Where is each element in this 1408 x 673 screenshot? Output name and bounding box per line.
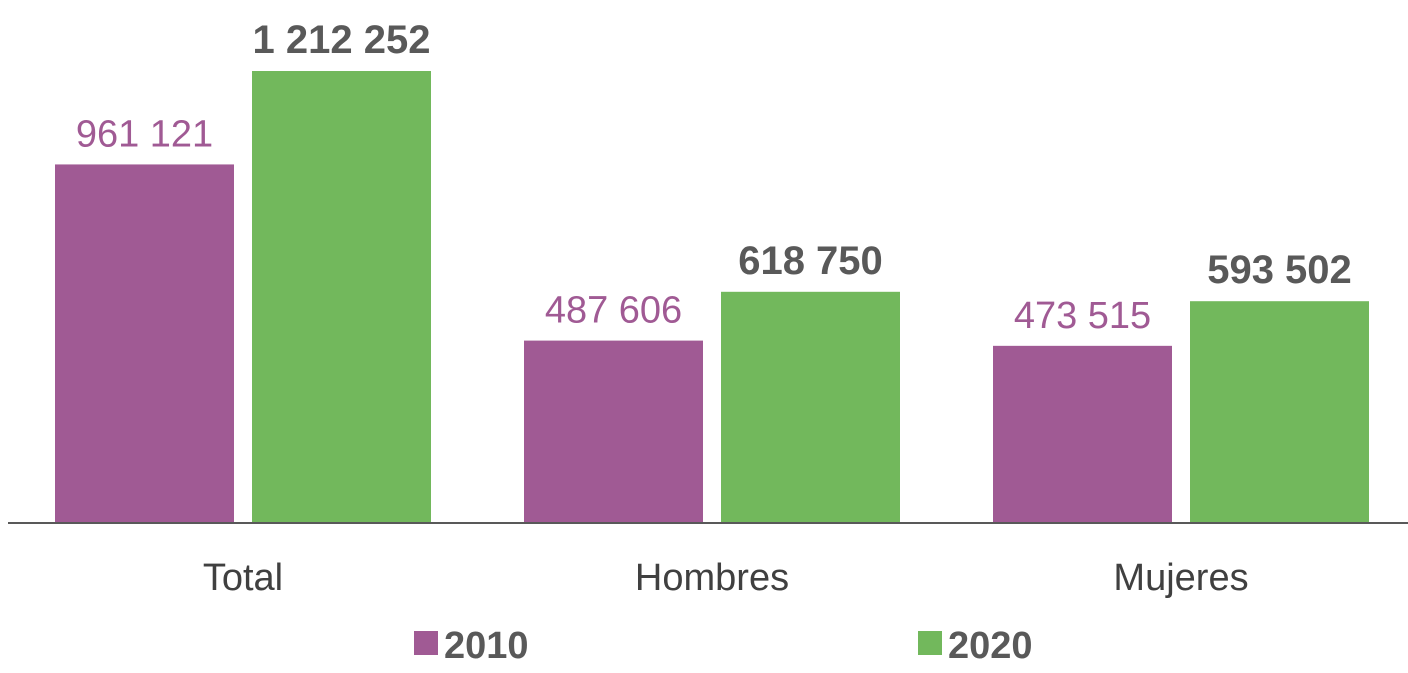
data-label-mujeres-2020: 593 502 (1207, 248, 1352, 292)
bars-group (55, 71, 1369, 522)
category-label-mujeres: Mujeres (1113, 557, 1248, 599)
legend-swatch-2010 (414, 631, 438, 655)
data-label-hombres-2010: 487 606 (545, 290, 682, 332)
category-label-total: Total (203, 557, 283, 599)
bar-total-2010 (55, 164, 234, 522)
data-label-total-2020: 1 212 252 (253, 18, 431, 62)
legend-swatch-2020 (918, 631, 942, 655)
legend-label-2020: 2020 (948, 625, 1033, 667)
value-labels-group: 961 121 1 212 252 487 606 618 750 473 515 593… (76, 18, 1352, 337)
data-label-mujeres-2010: 473 515 (1014, 295, 1151, 337)
bar-mujeres-2010 (993, 345, 1172, 522)
data-label-total-2010: 961 121 (76, 113, 213, 155)
category-label-hombres: Hombres (635, 557, 789, 599)
bar-mujeres-2020 (1190, 301, 1369, 522)
data-label-hombres-2020: 618 750 (738, 239, 883, 283)
legend-label-2010: 2010 (444, 625, 529, 667)
bar-hombres-2010 (524, 340, 703, 522)
bar-hombres-2020 (721, 291, 900, 522)
legend: 2010 2020 (414, 625, 1033, 667)
bar-total-2020 (252, 71, 431, 522)
category-labels-group: Total Hombres Mujeres (203, 557, 1249, 599)
